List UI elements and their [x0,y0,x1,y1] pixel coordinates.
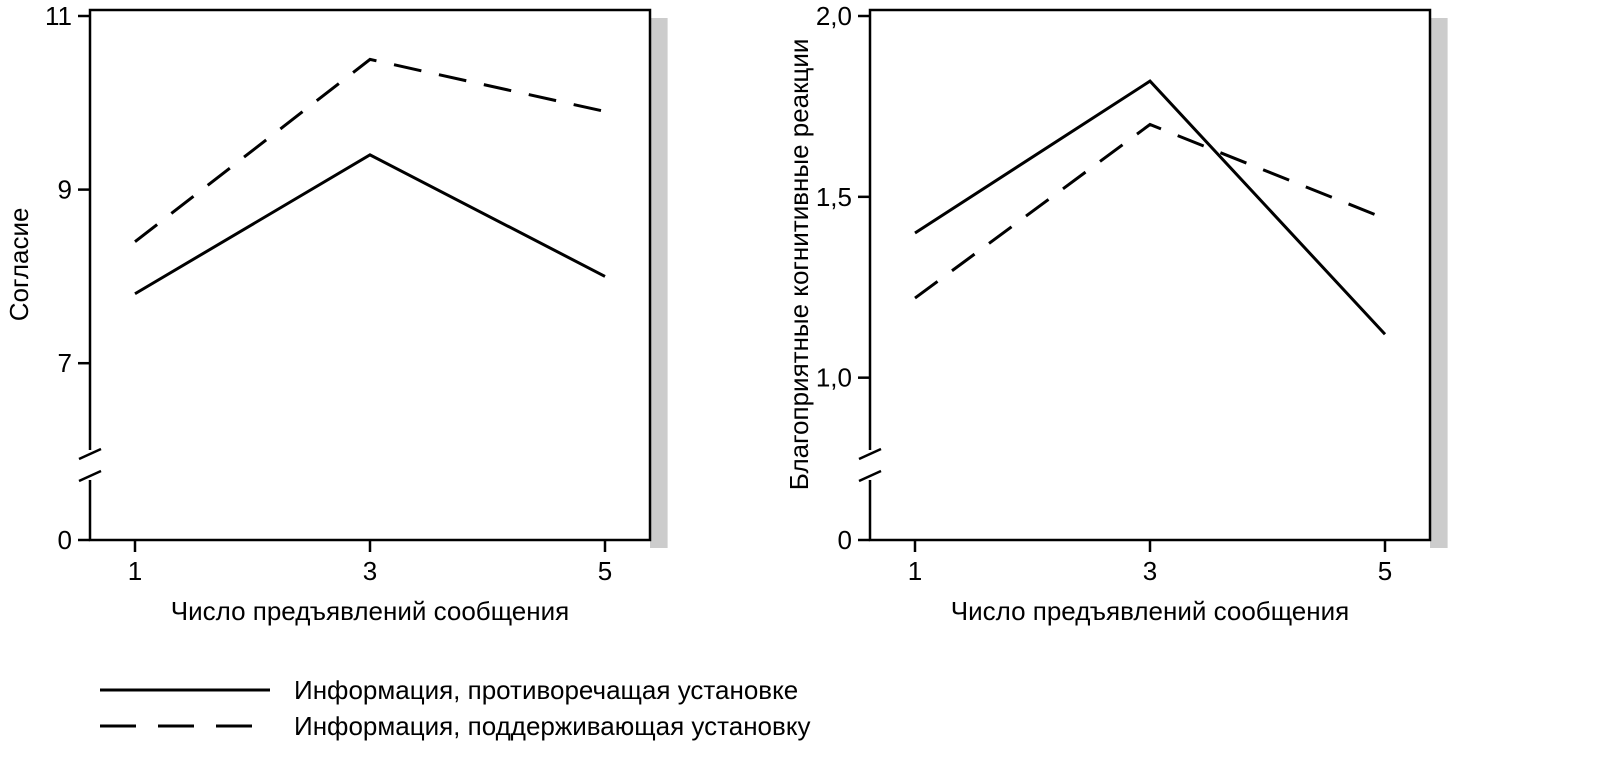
y-tick-label: 2,0 [816,1,852,31]
series-solid [135,155,605,294]
x-tick-label: 5 [598,556,612,586]
series-dashed [915,125,1385,299]
y-tick-label: 9 [58,175,72,205]
legend-label: Информация, поддерживающая установку [294,711,811,741]
chart-shadow-right [1430,18,1448,548]
plot-frame [870,10,1430,540]
y-tick-label: 1,0 [816,363,852,393]
legend-label: Информация, противоречащая установке [294,675,798,705]
series-dashed [135,59,605,241]
y-tick-label: 0 [838,525,852,555]
y-tick-label: 1,5 [816,182,852,212]
x-tick-label: 1 [908,556,922,586]
page-container: 1 3 5 0 7 9 11 Число предъявлений сообщения Согл… [0,0,1599,777]
x-tick-label: 1 [128,556,142,586]
y-tick-label: 0 [58,525,72,555]
y-tick-label: 7 [58,348,72,378]
x-axis-label: Число предъявлений сообщения [951,596,1349,626]
y-axis-label: Согласие [4,208,34,322]
y-axis-label: Благоприятные когнитивные реакции [784,39,814,491]
x-tick-label: 3 [363,556,377,586]
x-tick-label: 3 [1143,556,1157,586]
y-tick-label: 11 [45,1,72,31]
charts-svg: 1 3 5 0 7 9 11 Число предъявлений сообщения Согл… [0,0,1599,777]
series-solid [915,81,1385,334]
plot-frame [90,10,650,540]
x-axis-label: Число предъявлений сообщения [171,596,569,626]
x-tick-label: 5 [1378,556,1392,586]
chart-shadow-right [650,18,668,548]
